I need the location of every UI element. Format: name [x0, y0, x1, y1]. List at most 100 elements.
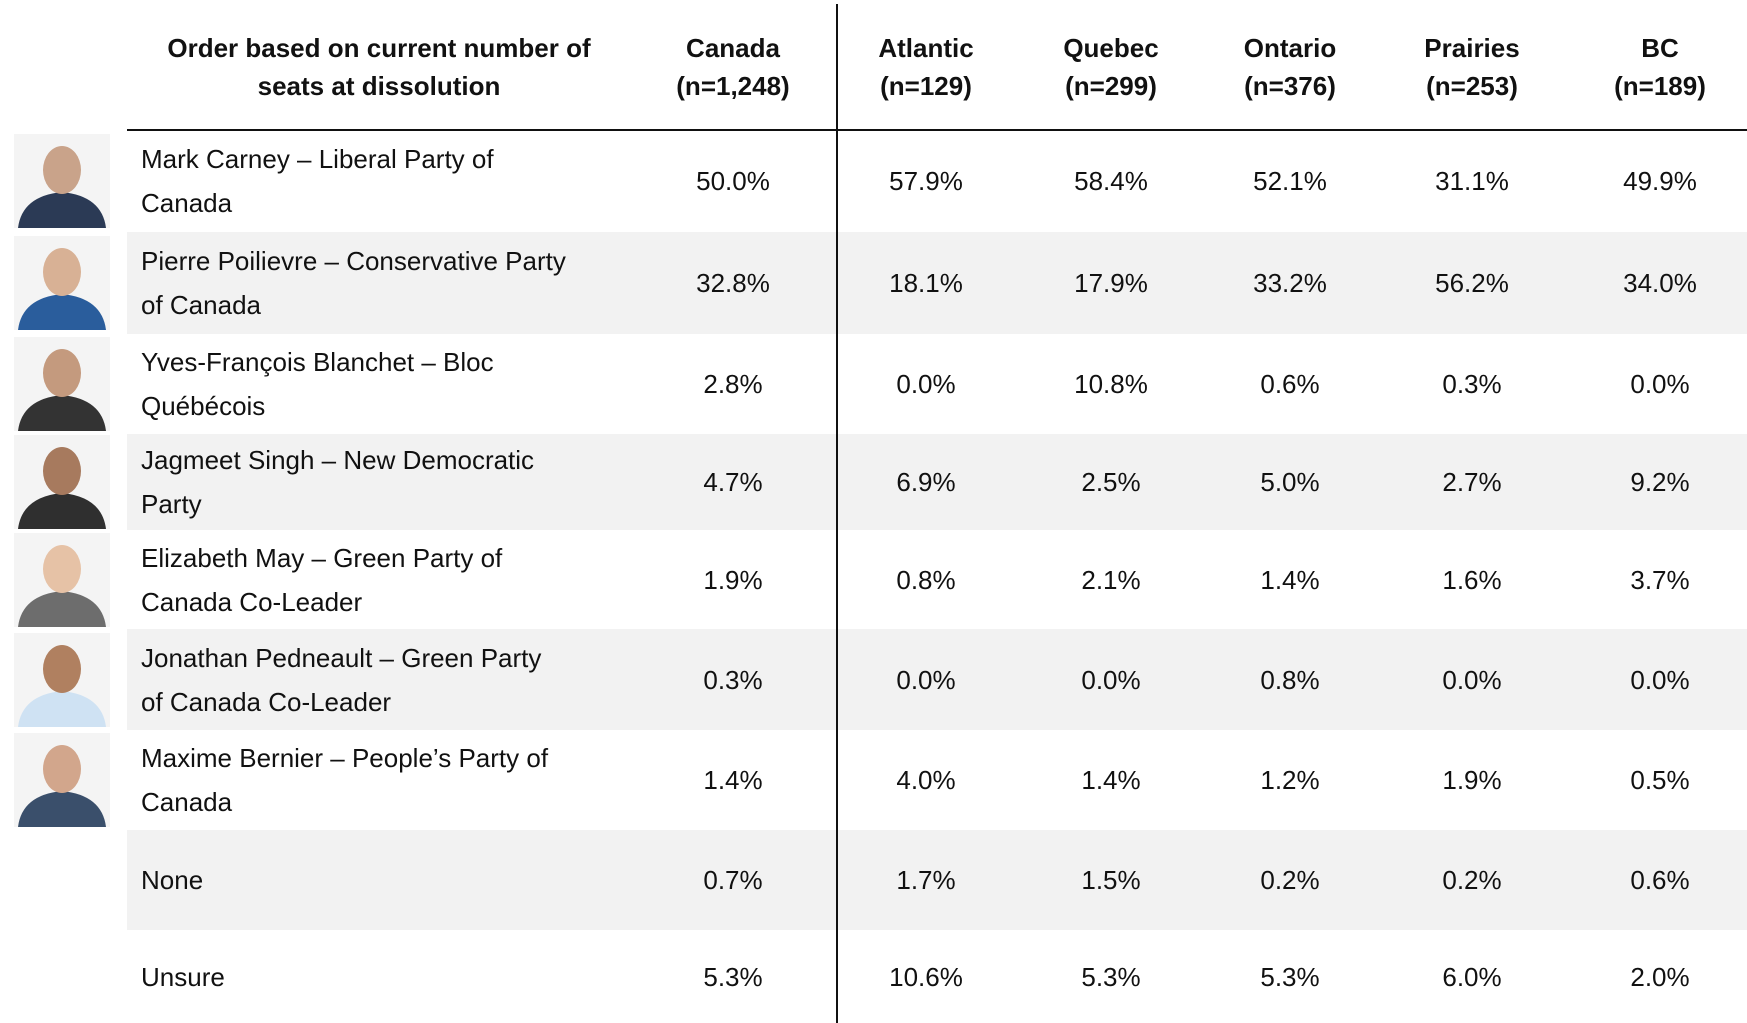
portrait — [14, 236, 110, 330]
header-line: BC — [1614, 29, 1706, 67]
cell-value: 17.9% — [1074, 268, 1148, 298]
cell-value: 2.8% — [703, 369, 762, 399]
cell-value: 6.0% — [1442, 962, 1501, 992]
cell-value: 2.0% — [1630, 962, 1689, 992]
cell-value: 1.2% — [1260, 765, 1319, 795]
cell-value: 2.7% — [1442, 467, 1501, 497]
column-header: Canada(n=1,248) — [676, 29, 789, 105]
column-header: Atlantic(n=129) — [878, 29, 973, 105]
cell-value: 1.4% — [1081, 765, 1140, 795]
cell-value: 1.6% — [1442, 565, 1501, 595]
header-line: (n=189) — [1614, 67, 1706, 105]
cell-value: 2.5% — [1081, 467, 1140, 497]
cell-value: 49.9% — [1623, 166, 1697, 196]
header-rule — [127, 129, 1747, 131]
cell-value: 0.6% — [1260, 369, 1319, 399]
cell-value: 50.0% — [696, 166, 770, 196]
portrait — [14, 533, 110, 627]
label-line: Jagmeet Singh – New Democratic — [141, 438, 534, 482]
cell-value: 1.4% — [703, 765, 762, 795]
cell-value: 32.8% — [696, 268, 770, 298]
cell-value: 34.0% — [1623, 268, 1697, 298]
cell-value: 9.2% — [1630, 467, 1689, 497]
cell-value: 1.7% — [896, 865, 955, 895]
label-line: Mark Carney – Liberal Party of — [141, 137, 494, 181]
header-line: Order based on current number of — [167, 29, 590, 67]
cell-value: 33.2% — [1253, 268, 1327, 298]
label-line: Canada Co-Leader — [141, 580, 502, 624]
cell-value: 0.0% — [1630, 665, 1689, 695]
cell-value: 5.3% — [1260, 962, 1319, 992]
column-divider — [836, 4, 838, 1023]
cell-value: 0.2% — [1442, 865, 1501, 895]
header-line: Quebec — [1063, 29, 1158, 67]
cell-value: 6.9% — [896, 467, 955, 497]
label-line: Jonathan Pedneault – Green Party — [141, 636, 541, 680]
cell-value: 1.9% — [1442, 765, 1501, 795]
page: Order based on current number ofseats at… — [0, 0, 1747, 1023]
cell-value: 1.5% — [1081, 865, 1140, 895]
header-line: (n=299) — [1063, 67, 1158, 105]
cell-value: 0.8% — [1260, 665, 1319, 695]
header-line: Canada — [676, 29, 789, 67]
cell-value: 1.9% — [703, 565, 762, 595]
header-line: (n=1,248) — [676, 67, 789, 105]
cell-value: 57.9% — [889, 166, 963, 196]
cell-value: 0.0% — [1630, 369, 1689, 399]
label-line: Pierre Poilievre – Conservative Party — [141, 239, 566, 283]
cell-value: 5.0% — [1260, 467, 1319, 497]
column-header: BC(n=189) — [1614, 29, 1706, 105]
cell-value: 4.7% — [703, 467, 762, 497]
portrait — [14, 633, 110, 727]
header-line: Atlantic — [878, 29, 973, 67]
cell-value: 18.1% — [889, 268, 963, 298]
row-label: Unsure — [141, 955, 225, 999]
cell-value: 56.2% — [1435, 268, 1509, 298]
column-header: Quebec(n=299) — [1063, 29, 1158, 105]
cell-value: 31.1% — [1435, 166, 1509, 196]
cell-value: 1.4% — [1260, 565, 1319, 595]
cell-value: 0.3% — [703, 665, 762, 695]
portrait — [14, 337, 110, 431]
cell-value: 5.3% — [703, 962, 762, 992]
cell-value: 58.4% — [1074, 166, 1148, 196]
label-line: Canada — [141, 780, 548, 824]
label-line: Unsure — [141, 955, 225, 999]
cell-value: 5.3% — [1081, 962, 1140, 992]
cell-value: 0.2% — [1260, 865, 1319, 895]
label-line: Québécois — [141, 384, 494, 428]
cell-value: 2.1% — [1081, 565, 1140, 595]
header-line: (n=129) — [878, 67, 973, 105]
label-line: Yves-François Blanchet – Bloc — [141, 340, 494, 384]
label-line: Party — [141, 482, 534, 526]
row-label: Jonathan Pedneault – Green Partyof Canad… — [141, 636, 541, 724]
cell-value: 52.1% — [1253, 166, 1327, 196]
cell-value: 10.8% — [1074, 369, 1148, 399]
label-line: None — [141, 858, 203, 902]
cell-value: 10.6% — [889, 962, 963, 992]
label-line: Canada — [141, 181, 494, 225]
label-line: of Canada — [141, 283, 566, 327]
cell-value: 0.3% — [1442, 369, 1501, 399]
row-label: None — [141, 858, 203, 902]
header-line: (n=253) — [1424, 67, 1519, 105]
label-line: of Canada Co-Leader — [141, 680, 541, 724]
cell-value: 4.0% — [896, 765, 955, 795]
cell-value: 0.8% — [896, 565, 955, 595]
cell-value: 0.0% — [896, 369, 955, 399]
cell-value: 0.7% — [703, 865, 762, 895]
portrait — [14, 435, 110, 529]
header-line: seats at dissolution — [167, 67, 590, 105]
label-line: Maxime Bernier – People’s Party of — [141, 736, 548, 780]
column-header: Prairies(n=253) — [1424, 29, 1519, 105]
portrait — [14, 733, 110, 827]
header-line: (n=376) — [1244, 67, 1336, 105]
cell-value: 3.7% — [1630, 565, 1689, 595]
